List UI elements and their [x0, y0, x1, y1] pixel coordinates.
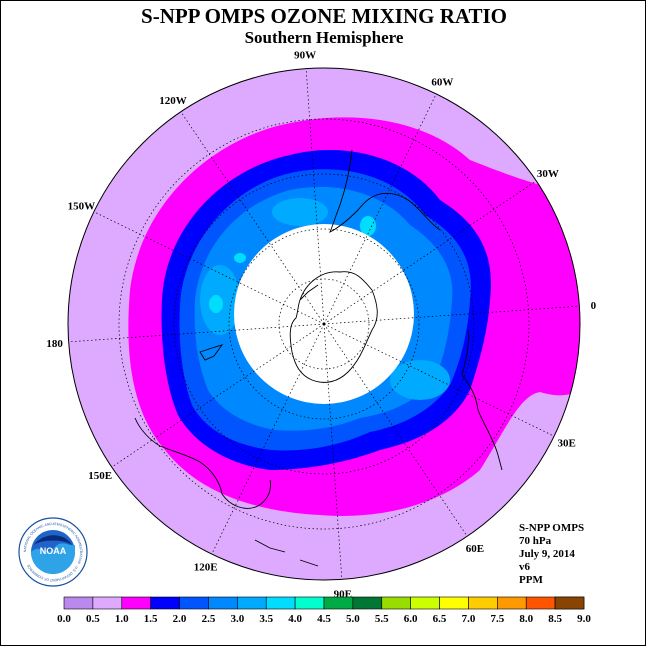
- legend-tick-label: 0.5: [86, 613, 100, 625]
- australia-coast: [134, 417, 271, 509]
- legend-swatch: [294, 596, 325, 610]
- info-units: PPM: [519, 574, 543, 586]
- meridian-line: [323, 93, 437, 325]
- legend-tick-label: 1.0: [115, 613, 129, 625]
- south-pole-marker: [322, 322, 326, 326]
- polar-night-no-data: [234, 224, 414, 404]
- meridian-line: [323, 323, 343, 580]
- legend-tick-label: 7.5: [490, 613, 504, 625]
- meridian-line: [93, 211, 325, 325]
- legend-tick-label: 8.0: [519, 613, 533, 625]
- meridian-lines: [68, 68, 580, 580]
- legend-swatch: [237, 596, 267, 610]
- longitude-label: 90W: [294, 50, 316, 62]
- map-subtitle: Southern Hemisphere: [244, 28, 404, 47]
- longitude-label: 150E: [88, 470, 112, 482]
- longitude-label: 0: [591, 300, 597, 312]
- legend-tick-label: 6.0: [404, 613, 418, 625]
- legend-swatch: [265, 596, 296, 610]
- legend-tick-label: 7.0: [462, 613, 476, 625]
- latitude-circle-inner: [228, 228, 420, 420]
- meridian-line: [323, 323, 468, 537]
- longitude-label: 60W: [431, 76, 453, 88]
- meridian-line: [111, 323, 325, 468]
- longitude-label: 60E: [466, 543, 484, 555]
- south-america-coast: [329, 149, 441, 233]
- meridian-line: [323, 323, 555, 437]
- legend-tick-label: 3.0: [230, 613, 244, 625]
- noaa-logo: NATIONAL OCEANIC AND ATMOSPHERIC ADMINIS…: [18, 517, 88, 587]
- latitude-circle-outer: [118, 118, 530, 530]
- meridian-line: [305, 68, 325, 325]
- legend-swatch: [410, 596, 440, 610]
- band-3.0-3.5-patch-north: [272, 198, 328, 226]
- meridian-line: [211, 323, 325, 555]
- legend-tick-label: 2.0: [173, 613, 187, 625]
- legend-tick-label: 4.5: [317, 613, 331, 625]
- meridian-line: [323, 180, 537, 325]
- legend-swatch: [150, 596, 180, 610]
- band-3.5-4.0-patch-b: [360, 216, 376, 236]
- longitude-label: 150W: [68, 201, 96, 213]
- graticule: [68, 68, 580, 580]
- legend-swatch: [352, 596, 383, 610]
- longitude-label: 30E: [558, 437, 576, 449]
- logo-text: NOAA: [40, 546, 67, 556]
- legend-tick-label: 2.5: [202, 613, 216, 625]
- africa-coast: [461, 329, 503, 471]
- info-instrument: S-NPP OMPS: [519, 522, 585, 534]
- longitude-label: 120W: [159, 95, 187, 107]
- legend-swatch: [554, 596, 585, 610]
- color-legend: 0.0 0.5 1.0 1.5 2.0 2.5 3.0 3.5 4.0 4.5 5.0 5.5 6.0 6…: [57, 596, 591, 625]
- legend-swatch: [497, 596, 527, 610]
- legend-tick-label: 8.5: [548, 613, 562, 625]
- longitude-label: 180: [46, 338, 63, 350]
- longitude-label: 30W: [537, 168, 559, 180]
- legend-tick-label: 4.0: [288, 613, 302, 625]
- legend-tick-label: 0.0: [57, 613, 71, 625]
- map-title: S-NPP OMPS OZONE MIXING RATIO: [141, 4, 507, 28]
- meridian-line: [180, 111, 325, 325]
- legend-swatch: [208, 596, 238, 610]
- longitude-label: 120E: [194, 562, 218, 574]
- legend-swatch: [525, 596, 556, 610]
- legend-swatch: [63, 596, 94, 610]
- legend-tick-label: 5.0: [346, 613, 360, 625]
- latitude-circle-middle: [173, 173, 475, 475]
- legend-tick-label: 5.5: [375, 613, 389, 625]
- meridian-line: [323, 305, 580, 325]
- legend-swatch: [468, 596, 498, 610]
- coastlines: [134, 149, 503, 567]
- band-3.0-3.5-patch-south: [390, 360, 450, 400]
- latitude-circle-innermost: [278, 278, 370, 370]
- info-date: July 9, 2014: [519, 548, 575, 560]
- legend-swatch: [323, 596, 354, 610]
- info-version: v6: [519, 561, 530, 573]
- band-3.5-4.0-patch-c: [234, 253, 246, 263]
- legend-tick-label: 6.5: [433, 613, 447, 625]
- legend-swatch: [92, 596, 123, 610]
- legend-swatch: [121, 596, 151, 610]
- legend-swatch: [381, 596, 411, 610]
- map-boundary: [67, 67, 581, 581]
- legend-swatch: [439, 596, 469, 610]
- legend-tick-label: 9.0: [577, 613, 591, 625]
- indonesia-coast: [254, 539, 319, 567]
- band-3.5-4.0-patch-a: [209, 295, 223, 313]
- legend-tick-label: 1.5: [144, 613, 158, 625]
- info-level: 70 hPa: [519, 535, 552, 547]
- legend-tick-label: 3.5: [259, 613, 273, 625]
- legend-swatch: [179, 596, 209, 610]
- new-zealand-coast: [199, 344, 224, 361]
- meridian-line: [68, 323, 325, 343]
